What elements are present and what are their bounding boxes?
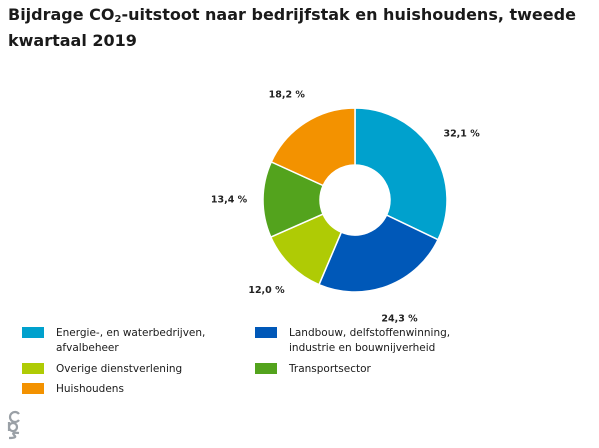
slice-value-label: 24,3 % — [381, 313, 418, 324]
donut-slice — [270, 107, 356, 187]
slice-value-label: 13,4 % — [211, 195, 248, 206]
donut-slice — [354, 107, 448, 241]
donut-slice — [318, 214, 439, 293]
slice-value-label: 32,1 % — [443, 128, 480, 139]
slice-value-label: 18,2 % — [269, 90, 306, 101]
cbs-logo-icon — [7, 410, 20, 440]
slice-value-label: 12,0 % — [248, 285, 285, 296]
chart-title: Bijdrage CO2-uitstoot naar bedrijfstak e… — [8, 5, 576, 50]
